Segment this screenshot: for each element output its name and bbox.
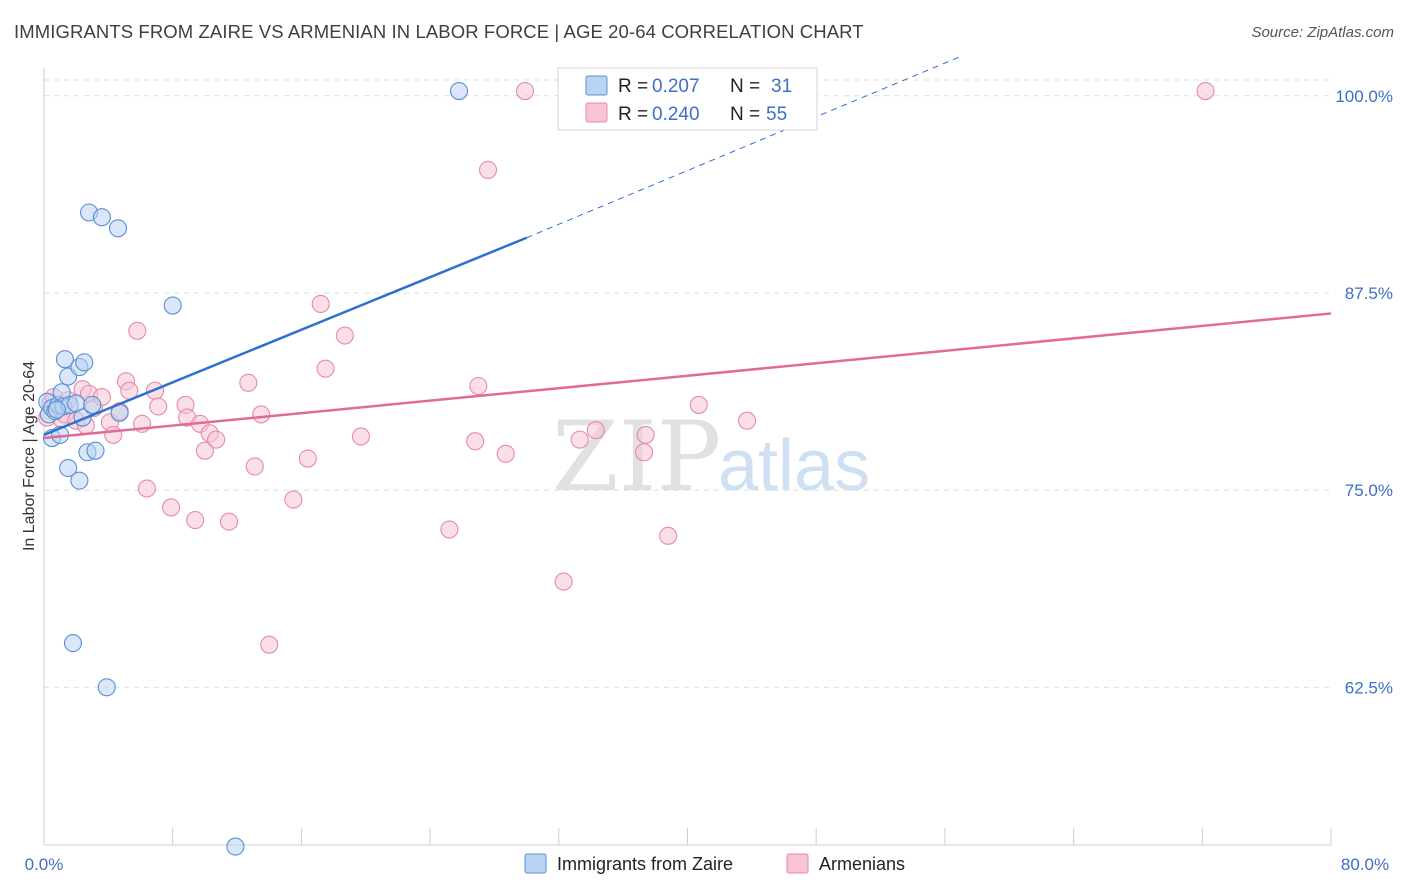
armenians-point-56 [1196,81,1215,101]
armenians-point-40 [335,326,354,345]
armenians-point-45 [478,160,498,179]
armenians-point-28 [195,441,214,460]
zaire-point-23 [92,208,111,227]
zaire-points [38,81,469,856]
armenians-point-53 [659,526,678,545]
armenians-point-38 [311,294,330,314]
armenians-point-55 [737,411,757,430]
zaire-point-21 [83,395,102,414]
armenians-point-36 [284,490,303,509]
armenians-point-39 [316,359,335,378]
armenians-point-42 [440,520,459,539]
gridlines [44,79,1331,688]
armenians-point-22 [149,397,168,416]
zaire-point-30 [47,400,66,419]
x-tick-label-min: 0.0% [25,855,64,874]
legend-swatch-armenians [585,102,608,123]
legend-r-value-armenians: 0.240 [652,104,700,125]
legend-n-value-zaire: 31 [771,76,792,97]
armenians-point-51 [635,443,654,462]
trend-lines [43,55,1332,440]
x-ticks [172,828,1332,845]
armenians-points [38,81,1215,654]
series-label-armenians: Armenians [819,854,905,874]
legend-n-label-zaire: N = [730,76,760,97]
series-swatch-zaire [524,853,547,874]
zaire-point-11 [59,458,78,478]
zaire-point-16 [70,471,89,490]
y-tick-label-3: 100.0% [1335,87,1393,106]
zaire-point-29 [450,81,469,101]
zaire-point-22 [86,441,105,460]
zaire-point-9 [55,350,74,369]
armenians-point-23 [162,498,181,517]
zaire-trend-line [43,236,528,437]
armenians-point-35 [260,635,279,654]
armenians-point-34 [252,405,271,424]
chart-title: IMMIGRANTS FROM ZAIRE VS ARMENIAN IN LAB… [14,21,864,42]
zaire-point-24 [97,678,116,697]
legend-n-value-armenians: 55 [766,104,787,125]
armenians-point-26 [186,511,205,530]
source-label: Source: ZipAtlas.com [1251,24,1394,41]
armenians-point-41 [351,427,370,446]
legend-swatch-zaire [585,75,608,96]
y-tick-label-2: 87.5% [1345,284,1393,303]
x-tick-label-max: 80.0% [1341,855,1389,874]
armenians-point-32 [239,373,258,392]
legend-n-label-armenians: N = [730,104,760,125]
armenians-point-18 [128,321,147,340]
armenians-point-54 [689,395,708,414]
zaire-point-13 [63,634,83,653]
series-legend: Immigrants from Zaire Armenians [524,853,905,874]
zaire-point-25 [108,219,128,238]
zaire-trend-extension [526,55,962,239]
armenians-point-52 [636,425,655,444]
zaire-point-18 [75,353,94,372]
armenians-point-33 [245,457,264,476]
zaire-point-28 [226,837,245,856]
armenians-point-30 [207,430,226,449]
armenians-point-44 [469,376,488,396]
armenians-point-50 [586,421,605,440]
legend-r-label-zaire: R = [618,76,648,97]
armenians-point-31 [219,512,239,531]
armenians-point-49 [570,430,589,449]
armenians-point-46 [496,444,515,463]
y-axis-title: In Labor Force | Age 20-64 [21,361,38,551]
armenians-point-20 [137,479,157,498]
correlation-legend: R = 0.207 N = 31 R = 0.240 N = 55 [557,67,818,131]
armenians-point-47 [515,81,535,101]
legend-r-label-armenians: R = [618,104,648,125]
series-swatch-armenians [786,853,809,874]
watermark-atlas: atlas [718,426,870,506]
armenians-point-14 [104,425,123,444]
series-label-zaire: Immigrants from Zaire [557,854,733,874]
y-tick-label-1: 75.0% [1345,481,1393,500]
armenians-point-43 [466,432,485,451]
legend-r-value-zaire: 0.207 [652,76,700,97]
zaire-point-27 [163,296,182,315]
y-tick-labels: 62.5% 75.0% 87.5% 100.0% [1335,87,1393,697]
armenians-point-48 [554,572,573,591]
armenians-point-37 [298,449,317,468]
y-tick-label-0: 62.5% [1345,678,1393,697]
armenians-trend-line [43,312,1332,440]
